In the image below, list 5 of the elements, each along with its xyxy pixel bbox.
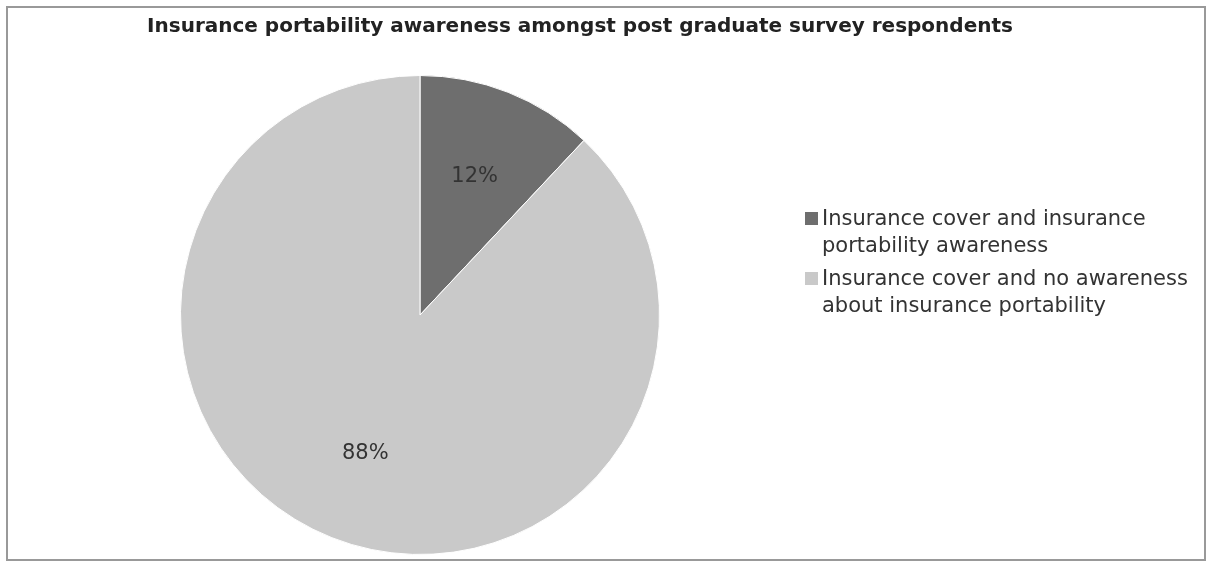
chart-title: Insurance portability awareness amongst post graduate survey respondents	[146, 12, 1014, 39]
legend-label: Insurance cover and insurance portability awareness	[822, 205, 1147, 259]
data-label: 88%	[341, 439, 389, 464]
data-label: 12%	[451, 163, 499, 188]
legend-label: Insurance cover and no awareness about insurance portability	[822, 265, 1189, 319]
